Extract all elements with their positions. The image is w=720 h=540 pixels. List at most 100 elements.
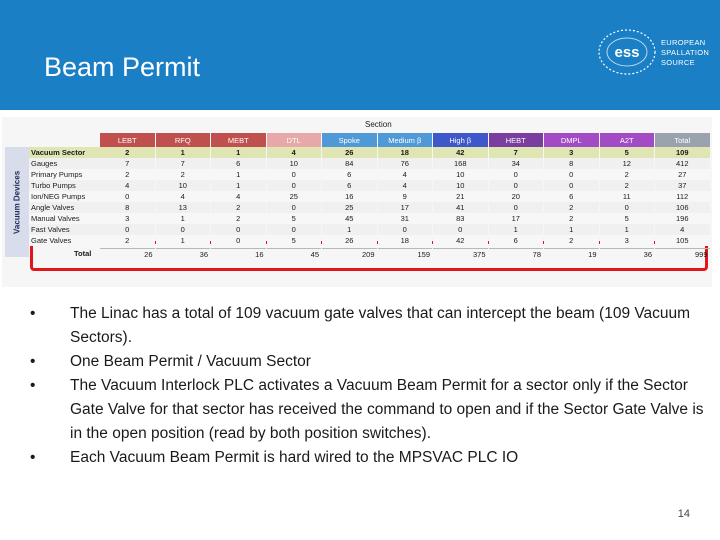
row-label: Angle Valves xyxy=(29,202,100,213)
bullet-item: • One Beam Permit / Vacuum Sector xyxy=(30,350,710,374)
column-header: A2T xyxy=(599,133,654,147)
table-cell: 16 xyxy=(322,191,377,202)
table-cell: 10 xyxy=(433,180,488,191)
slide-title: Beam Permit xyxy=(44,52,201,82)
table-cell: 2 xyxy=(211,202,266,213)
table-cell: 0 xyxy=(211,235,266,246)
total-cell: 26 xyxy=(100,248,155,259)
bullet-text: One Beam Permit / Vacuum Sector xyxy=(70,353,311,370)
table-cell: 0 xyxy=(155,224,210,235)
total-cell: 209 xyxy=(322,248,377,259)
table-cell: 0 xyxy=(488,202,543,213)
table-cell: 1 xyxy=(599,224,654,235)
table-cell: 2 xyxy=(100,169,155,180)
table-cell: 2 xyxy=(155,169,210,180)
bullet-item: • The Vacuum Interlock PLC activates a Va… xyxy=(30,374,710,446)
bullet-symbol: • xyxy=(30,377,36,394)
column-header: DMPL xyxy=(544,133,599,147)
table-cell: 1 xyxy=(488,224,543,235)
table-cell: 4 xyxy=(377,169,432,180)
table-cell: 20 xyxy=(488,191,543,202)
table-cell: 106 xyxy=(655,202,710,213)
total-cell: 78 xyxy=(488,248,543,259)
table-cell: 83 xyxy=(433,213,488,224)
table-cell: 3 xyxy=(544,147,599,158)
table-cell: 6 xyxy=(544,191,599,202)
table-cell: 7 xyxy=(100,158,155,169)
table-cell: 42 xyxy=(433,147,488,158)
table-cell: 2 xyxy=(544,213,599,224)
logo-line: SOURCE xyxy=(661,58,695,67)
section-label: Section xyxy=(365,120,392,129)
table-cell: 0 xyxy=(433,224,488,235)
table-cell: 0 xyxy=(488,180,543,191)
table-cell: 0 xyxy=(488,169,543,180)
table-cell: 0 xyxy=(100,224,155,235)
column-header: Total xyxy=(655,133,710,147)
table-cell: 1 xyxy=(211,180,266,191)
column-header: DTL xyxy=(266,133,321,147)
table-cell: 3 xyxy=(100,213,155,224)
table-cell: 2 xyxy=(100,235,155,246)
table-cell: 37 xyxy=(655,180,710,191)
vacuum-devices-table: Section Vacuum Devices LEBT RFQ MEBT DTL Spo… xyxy=(2,117,712,287)
table-cell: 1 xyxy=(155,213,210,224)
table-cell: 8 xyxy=(100,202,155,213)
table-cell: 5 xyxy=(599,213,654,224)
logo-mark-text: ess xyxy=(614,44,639,61)
table-cell: 10 xyxy=(266,158,321,169)
table-cell: 18 xyxy=(377,147,432,158)
bullet-item: • The Linac has a total of 109 vacuum gat… xyxy=(30,302,710,350)
page-number: 14 xyxy=(677,508,690,520)
table-cell: 10 xyxy=(433,169,488,180)
table-cell: 5 xyxy=(266,235,321,246)
bullet-symbol: • xyxy=(30,353,36,370)
row-label: Gauges xyxy=(29,158,100,169)
column-header: HEBT xyxy=(488,133,543,147)
table-cell: 112 xyxy=(655,191,710,202)
total-row-label: Total xyxy=(74,249,92,258)
total-cell: 159 xyxy=(377,248,432,259)
table-cell: 1 xyxy=(544,224,599,235)
table-cell: 12 xyxy=(599,158,654,169)
table-cell: 0 xyxy=(544,180,599,191)
column-header: LEBT xyxy=(100,133,155,147)
table-cell: 105 xyxy=(655,235,710,246)
table-cell: 17 xyxy=(488,213,543,224)
total-cell: 375 xyxy=(433,248,488,259)
table-cell: 4 xyxy=(100,180,155,191)
table-cell: 6 xyxy=(322,180,377,191)
table-cell: 4 xyxy=(655,224,710,235)
table-cell: 2 xyxy=(211,213,266,224)
table-cell: 76 xyxy=(377,158,432,169)
table-cell: 6 xyxy=(322,169,377,180)
column-header: MEBT xyxy=(211,133,266,147)
vacuum-devices-side-label: Vacuum Devices xyxy=(5,147,29,257)
row-label: Vacuum Sector xyxy=(29,147,100,158)
table-cell: 2 xyxy=(599,180,654,191)
table-cell: 0 xyxy=(266,180,321,191)
table-cell: 4 xyxy=(155,191,210,202)
table-cell: 0 xyxy=(266,202,321,213)
bullet-symbol: • xyxy=(30,305,36,322)
table-cell: 1 xyxy=(155,235,210,246)
table-cell: 4 xyxy=(377,180,432,191)
table-cell: 6 xyxy=(488,235,543,246)
table-cell: 34 xyxy=(488,158,543,169)
table-cell: 412 xyxy=(655,158,710,169)
column-header: RFQ xyxy=(155,133,210,147)
total-cell: 19 xyxy=(544,248,599,259)
column-header: Medium β xyxy=(377,133,432,147)
bullet-item: • Each Vacuum Beam Permit is hard wired t… xyxy=(30,446,710,470)
table-cell: 1 xyxy=(322,224,377,235)
table-cell: 17 xyxy=(377,202,432,213)
table-cell: 25 xyxy=(266,191,321,202)
table-cell: 21 xyxy=(433,191,488,202)
logo-line: EUROPEAN xyxy=(661,38,706,47)
row-label: Manual Valves xyxy=(29,213,100,224)
table-cell: 26 xyxy=(322,147,377,158)
row-label: Primary Pumps xyxy=(29,169,100,180)
table-cell: 3 xyxy=(599,235,654,246)
table-cell: 10 xyxy=(155,180,210,191)
table-cell: 7 xyxy=(155,158,210,169)
